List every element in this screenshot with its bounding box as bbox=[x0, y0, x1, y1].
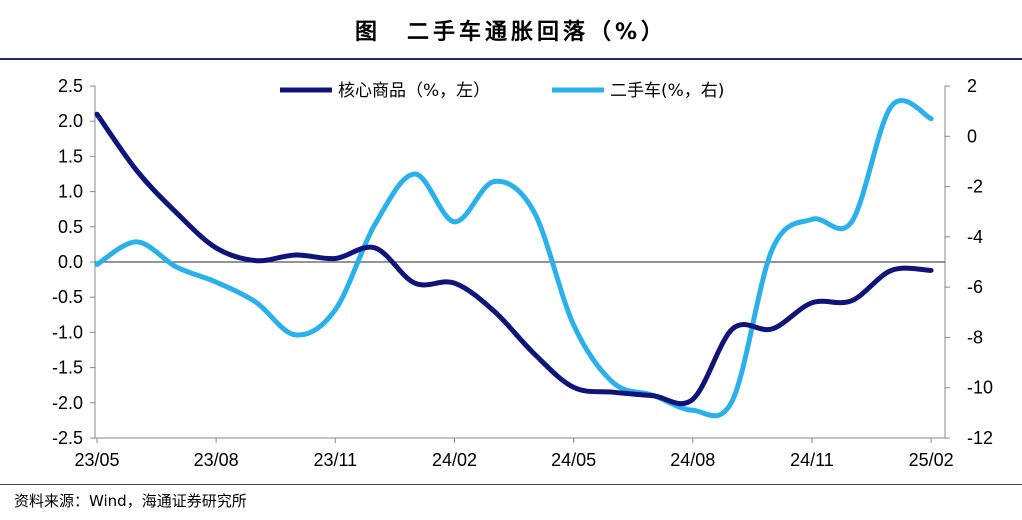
left-tick-label: -1.0 bbox=[52, 322, 83, 342]
axes: 2.5 2.0 1.5 1.0 0.5 0.0 -0.5 -1.0 -1.5 -2.0 -2.5 2 0… bbox=[52, 76, 993, 470]
legend-label: 二手车(%，右) bbox=[610, 81, 724, 101]
right-tick-label: -4 bbox=[967, 227, 983, 247]
left-tick-label: -0.5 bbox=[52, 287, 83, 307]
x-tick-label: 23/05 bbox=[74, 450, 119, 470]
legend-label: 核心商品（%，左） bbox=[338, 81, 490, 101]
left-tick-label: 1.5 bbox=[58, 146, 83, 166]
footer-rule bbox=[0, 484, 1022, 485]
title-bar: 图 二手车通胀回落（%） bbox=[0, 0, 1022, 60]
x-tick-label: 23/08 bbox=[194, 450, 239, 470]
series-line-used-cars bbox=[94, 98, 934, 419]
x-tick-label: 23/11 bbox=[313, 450, 357, 470]
chart: 2.5 2.0 1.5 1.0 0.5 0.0 -0.5 -1.0 -1.5 -2.0 -2.5 2 0… bbox=[52, 76, 993, 470]
left-tick-label: 2.5 bbox=[58, 76, 83, 96]
left-tick-label: 1.0 bbox=[58, 182, 83, 202]
right-tick-label: -10 bbox=[967, 378, 993, 398]
left-tick-label: 0.0 bbox=[58, 252, 83, 272]
legend: 核心商品（%，左） 二手车(%，右) bbox=[280, 81, 724, 101]
right-tick-label: 0 bbox=[967, 126, 977, 146]
left-tick-label: -2.0 bbox=[52, 393, 83, 413]
right-tick-label: -2 bbox=[967, 177, 983, 197]
left-tick-label: -2.5 bbox=[52, 428, 83, 448]
right-tick-label: -6 bbox=[967, 277, 983, 297]
right-tick-label: 2 bbox=[967, 76, 977, 96]
left-tick-label: 0.5 bbox=[58, 217, 83, 237]
x-tick-label: 24/08 bbox=[670, 450, 715, 470]
x-tick-label: 24/02 bbox=[432, 450, 477, 470]
x-tick-label: 25/02 bbox=[909, 450, 954, 470]
right-tick-label: -12 bbox=[967, 428, 993, 448]
chart-title: 图 二手车通胀回落（%） bbox=[354, 20, 668, 45]
right-tick-label: -8 bbox=[967, 327, 983, 347]
left-tick-label: 2.0 bbox=[58, 111, 83, 131]
left-tick-label: -1.5 bbox=[52, 358, 83, 378]
x-tick-label: 24/11 bbox=[790, 450, 834, 470]
series-line-core-goods bbox=[94, 111, 934, 407]
source-note: 资料来源：Wind，海通证券研究所 bbox=[14, 492, 247, 510]
x-tick-label: 24/05 bbox=[551, 450, 596, 470]
series-layer bbox=[94, 98, 934, 419]
